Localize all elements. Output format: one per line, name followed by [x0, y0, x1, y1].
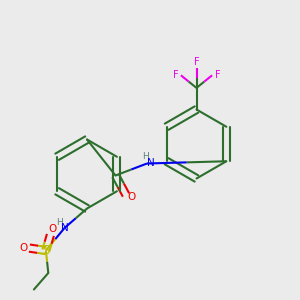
Text: F: F [215, 70, 220, 80]
Text: O: O [49, 224, 57, 235]
Text: N: N [147, 158, 155, 169]
Text: H: H [142, 152, 149, 161]
Text: O: O [19, 243, 28, 253]
Text: F: F [194, 57, 199, 67]
Text: O: O [127, 192, 136, 203]
Text: F: F [173, 70, 178, 80]
Text: H: H [57, 218, 63, 227]
Text: N: N [61, 223, 68, 233]
Text: S: S [42, 244, 50, 257]
